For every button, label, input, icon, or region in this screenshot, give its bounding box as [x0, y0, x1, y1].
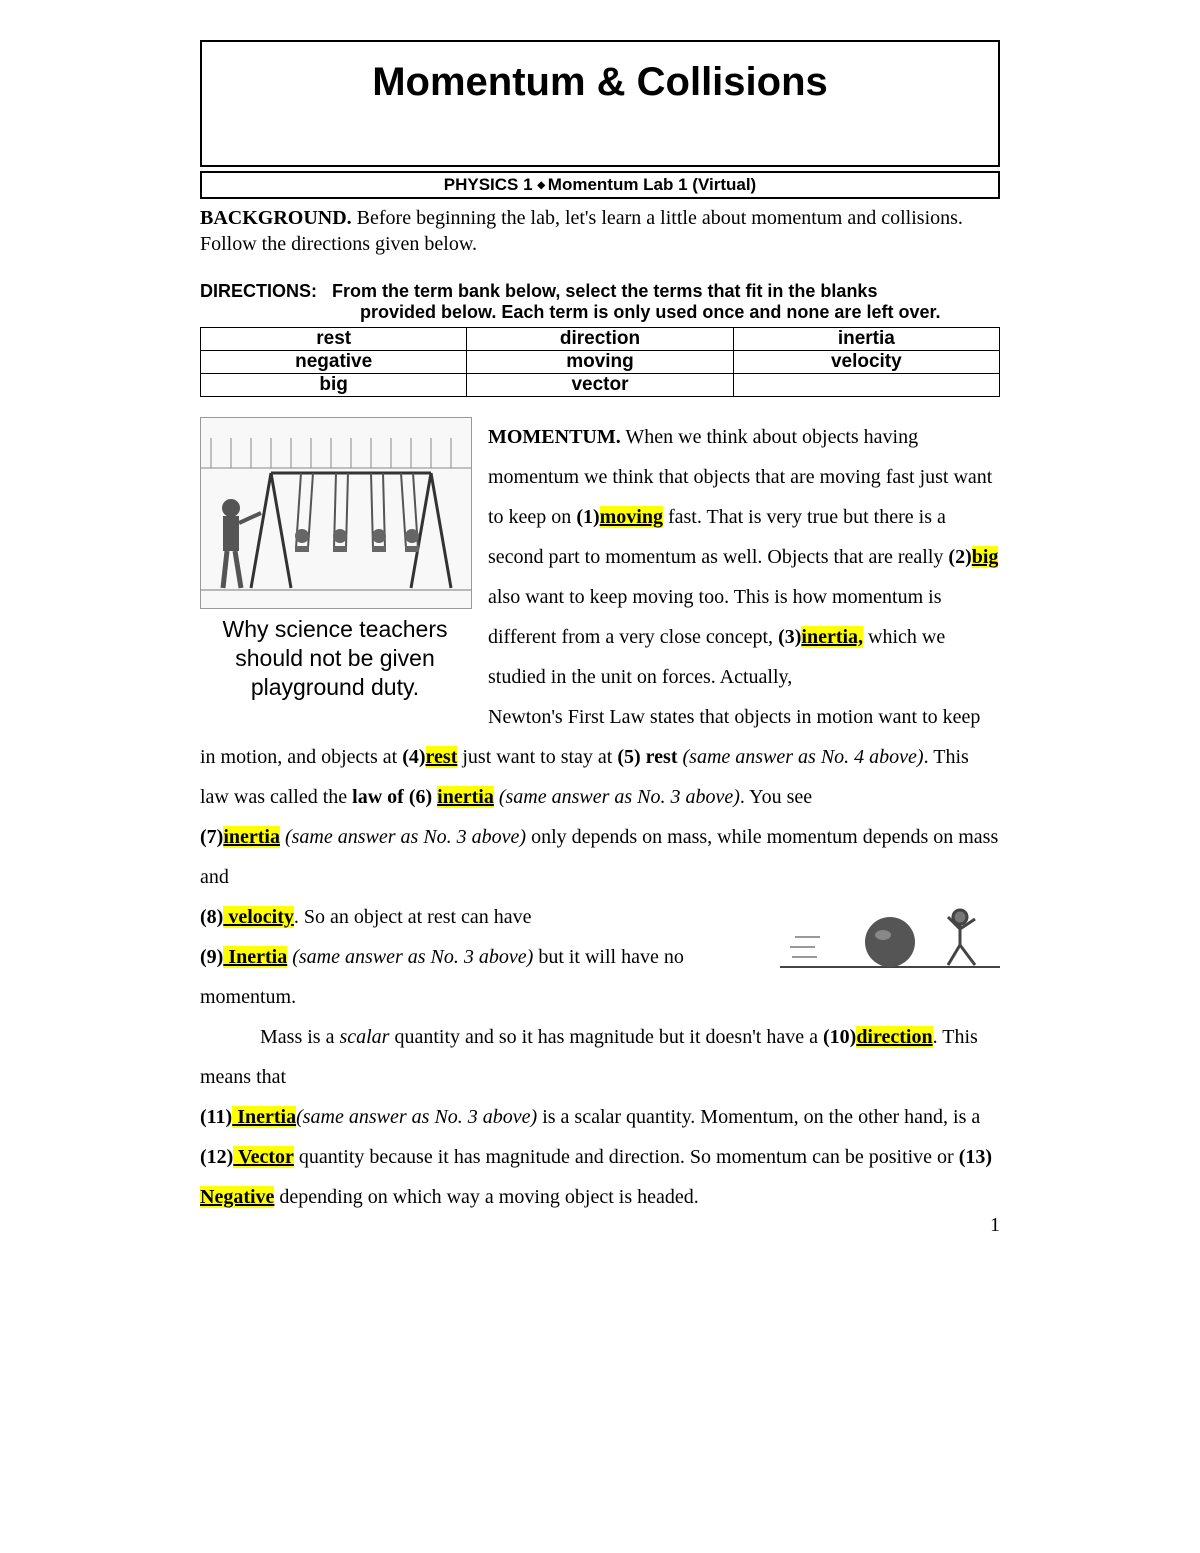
answer-highlight: Inertia — [232, 1106, 296, 1128]
term-cell: direction — [467, 328, 733, 351]
table-row: rest direction inertia — [201, 328, 1000, 351]
blank-number: (12) — [200, 1146, 233, 1168]
page-number: 1 — [990, 1214, 1000, 1237]
blank-number: (7) — [200, 826, 223, 848]
term-cell: velocity — [733, 351, 999, 374]
blank-number: (13) — [959, 1146, 992, 1168]
body-text: quantity and so it has magnitude but it … — [389, 1026, 823, 1048]
blank-number: (3) — [778, 626, 801, 648]
law-label: law of — [352, 786, 404, 808]
note-italic: (same answer as No. 3 above) — [292, 946, 533, 968]
term-cell — [733, 374, 999, 397]
blank-number: (11) — [200, 1106, 232, 1128]
directions-line2: provided below. Each term is only used o… — [200, 302, 1000, 323]
answer-highlight: Vector — [233, 1146, 294, 1168]
subtitle-lab: Momentum Lab 1 (Virtual) — [548, 175, 756, 194]
term-cell: vector — [467, 374, 733, 397]
body-text: depending on which way a moving object i… — [274, 1186, 698, 1208]
body-text: quantity because it has magnitude and di… — [294, 1146, 959, 1168]
note-italic: (same answer as No. 3 above) — [499, 786, 740, 808]
background-paragraph: BACKGROUND. Before beginning the lab, le… — [200, 205, 1000, 257]
term-cell: negative — [201, 351, 467, 374]
term-cell: rest — [201, 328, 467, 351]
scalar-italic: scalar — [339, 1026, 389, 1048]
answer-highlight: inertia, — [801, 626, 863, 648]
answer-highlight: inertia — [437, 786, 494, 808]
term-cell: moving — [467, 351, 733, 374]
answer-highlight: direction — [856, 1026, 932, 1048]
note-italic: (same answer as No. 3 above) — [285, 826, 526, 848]
note-italic: (same answer as No. 3 above) — [296, 1106, 537, 1128]
cartoon-image — [200, 417, 472, 609]
subtitle-course: PHYSICS 1 — [444, 175, 533, 194]
title-box: Momentum & Collisions — [200, 40, 1000, 167]
directions-label: DIRECTIONS: — [200, 281, 317, 301]
swing-cartoon-icon — [201, 418, 471, 608]
answer-highlight: inertia — [223, 826, 280, 848]
answer-highlight: Negative — [200, 1186, 274, 1208]
term-cell: inertia — [733, 328, 999, 351]
table-row: big vector — [201, 374, 1000, 397]
directions-line1: From the term bank below, select the ter… — [332, 281, 877, 301]
note-italic: (same answer as No. 4 above) — [683, 746, 924, 768]
body-text: Mass is a — [260, 1026, 339, 1048]
blank-number: (9) — [200, 946, 223, 968]
momentum-label: MOMENTUM. — [488, 426, 621, 448]
body-text: just want to stay at — [457, 746, 617, 768]
directions: DIRECTIONS: From the term bank below, se… — [200, 281, 1000, 323]
answer-highlight: velocity — [223, 906, 294, 928]
blank-number: (6) — [409, 786, 432, 808]
answer-highlight: rest — [426, 746, 458, 768]
subtitle-box: PHYSICS 1 ◆ Momentum Lab 1 (Virtual) — [200, 171, 1000, 199]
blank-number: (8) — [200, 906, 223, 928]
term-bank-table: rest direction inertia negative moving v… — [200, 327, 1000, 397]
body-text: . You see — [740, 786, 812, 808]
answer-highlight: big — [972, 546, 999, 568]
diamond-icon: ◆ — [537, 180, 547, 191]
worksheet-page: Momentum & Collisions PHYSICS 1 ◆ Moment… — [100, 0, 1100, 1257]
blank-number: (2) — [948, 546, 971, 568]
answer-highlight: moving — [600, 506, 663, 528]
blank-number: (5) rest — [617, 746, 677, 768]
background-label: BACKGROUND. — [200, 207, 352, 229]
body-text: is a scalar quantity. Momentum, on the o… — [537, 1106, 980, 1128]
body-text: . So an object at rest can have — [294, 906, 532, 928]
page-title: Momentum & Collisions — [202, 60, 998, 105]
caption-line: should not be given — [235, 645, 435, 671]
table-row: negative moving velocity — [201, 351, 1000, 374]
main-body: Why science teachers should not be given… — [200, 417, 1000, 1217]
blank-number: (4) — [402, 746, 425, 768]
term-cell: big — [201, 374, 467, 397]
ball-runner-image — [780, 897, 1000, 977]
blank-number: (1) — [576, 506, 599, 528]
answer-highlight: Inertia — [223, 946, 287, 968]
rolling-ball-icon — [780, 897, 1000, 977]
cartoon-box: Why science teachers should not be given… — [200, 417, 470, 701]
caption-line: Why science teachers — [223, 616, 448, 642]
cartoon-caption: Why science teachers should not be given… — [200, 615, 470, 701]
caption-line: playground duty. — [251, 674, 419, 700]
blank-number: (10) — [823, 1026, 856, 1048]
